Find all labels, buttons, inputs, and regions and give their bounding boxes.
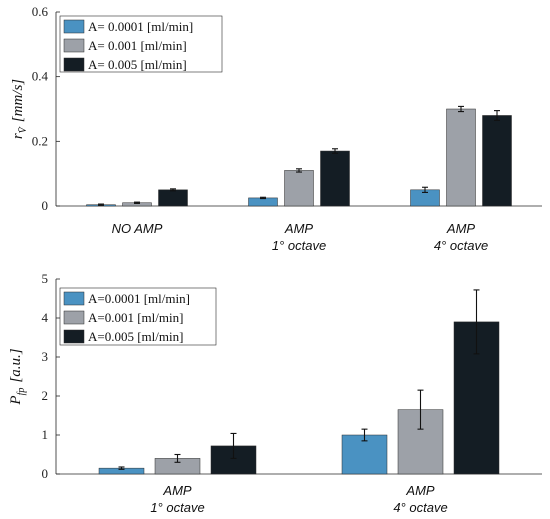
category-label: AMP: [284, 221, 314, 236]
bar: [158, 189, 188, 207]
legend-label: A= 0.0001 [ml/min]: [88, 19, 193, 34]
legend: A= 0.0001 [ml/min] A= 0.001 [ml/min] A= 0.…: [59, 15, 223, 73]
y-tick-label: 0: [42, 466, 49, 481]
legend: A=0.0001 [ml/min] A=0.001 [ml/min] A=0.005…: [59, 287, 217, 346]
bar: [446, 108, 476, 207]
chart-top: 0 0.2 0.4 0.6 rV̄[mm/s] NO AMP AMP 1° octave AMP…: [10, 4, 542, 253]
y-tick-label: 5: [42, 271, 49, 286]
legend-label: A=0.0001 [ml/min]: [88, 291, 190, 306]
legend-label: A=0.001 [ml/min]: [88, 310, 183, 325]
legend-swatch: [63, 329, 85, 344]
category-label: AMP: [405, 483, 435, 498]
y-tick-label: 0.2: [32, 133, 48, 148]
category-label: 1° octave: [272, 238, 326, 253]
legend-swatch: [63, 291, 85, 306]
category-label: AMP: [162, 483, 192, 498]
legend-label: A= 0.005 [ml/min]: [88, 57, 187, 72]
legend-label: A= 0.001 [ml/min]: [88, 38, 187, 53]
bar: [341, 434, 388, 475]
category-label: NO AMP: [112, 221, 163, 236]
y-tick-label: 0: [42, 198, 49, 213]
legend-box: [59, 15, 223, 73]
bar: [482, 115, 512, 207]
category-label: 4° octave: [393, 500, 447, 515]
y-tick-label: 4: [42, 310, 49, 325]
y-axis-title: rV̄[mm/s]: [10, 79, 29, 139]
y-tick-label: 3: [42, 349, 49, 364]
legend-swatch: [63, 38, 85, 53]
legend-label: A=0.005 [ml/min]: [88, 329, 183, 344]
bar: [320, 150, 350, 207]
y-tick-label: 0.4: [32, 69, 49, 84]
bar: [284, 170, 314, 207]
y-tick-label: 1: [42, 427, 49, 442]
y-axis-title: Pfp[a.u.]: [8, 348, 27, 405]
chart-bottom: 0 1 2 3 4 5 Pfp[a.u.] AMP 1° octave AMP 4° octave A…: [8, 271, 542, 515]
bar: [248, 197, 278, 207]
category-label: 1° octave: [150, 500, 204, 515]
y-tick-label: 2: [42, 388, 49, 403]
category-label: AMP: [446, 221, 476, 236]
y-tick-label: 0.6: [32, 4, 49, 19]
legend-swatch: [63, 310, 85, 325]
category-label: 4° octave: [434, 238, 488, 253]
legend-swatch: [63, 57, 85, 72]
legend-swatch: [63, 19, 85, 34]
legend-box: [59, 287, 217, 346]
bar: [453, 321, 500, 475]
